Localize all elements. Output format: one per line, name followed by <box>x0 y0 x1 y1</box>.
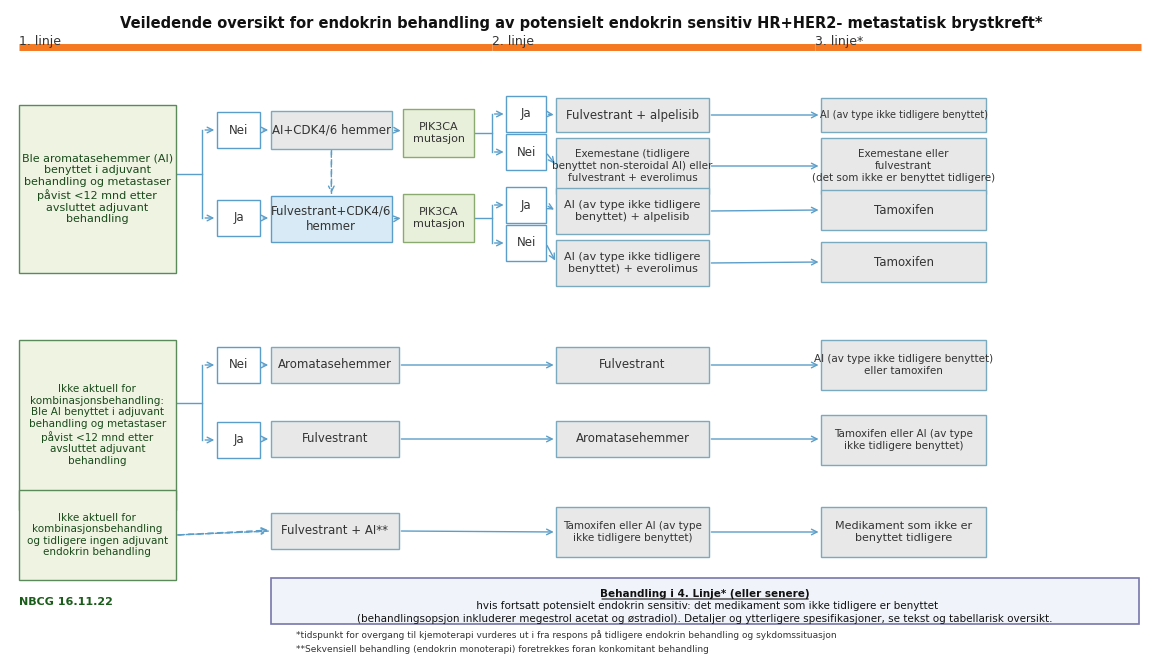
Text: PIK3CA
mutasjon: PIK3CA mutasjon <box>413 207 465 229</box>
FancyBboxPatch shape <box>822 507 987 557</box>
FancyBboxPatch shape <box>217 112 260 148</box>
FancyBboxPatch shape <box>217 347 260 383</box>
FancyBboxPatch shape <box>557 98 709 132</box>
FancyBboxPatch shape <box>271 347 399 383</box>
Text: Tamoxifen eller AI (av type
ikke tidligere benyttet): Tamoxifen eller AI (av type ikke tidlige… <box>564 522 702 543</box>
FancyBboxPatch shape <box>403 194 474 242</box>
Text: AI (av type ikke tidligere benyttet): AI (av type ikke tidligere benyttet) <box>819 110 988 120</box>
FancyBboxPatch shape <box>822 98 987 132</box>
Text: Nei: Nei <box>229 358 249 371</box>
Text: Fulvestrant + alpelisib: Fulvestrant + alpelisib <box>566 108 700 122</box>
Text: Ja: Ja <box>234 212 244 225</box>
Text: Behandling i 4. Linje* (eller senere): Behandling i 4. Linje* (eller senere) <box>601 589 810 599</box>
FancyBboxPatch shape <box>19 490 175 580</box>
Text: Tamoxifen: Tamoxifen <box>874 256 934 268</box>
Text: Fulvestrant+CDK4/6
hemmer: Fulvestrant+CDK4/6 hemmer <box>271 205 392 233</box>
FancyBboxPatch shape <box>822 190 987 230</box>
Text: hvis fortsatt potensielt endokrin sensitiv: det medikament som ikke tidligere er: hvis fortsatt potensielt endokrin sensit… <box>473 601 938 611</box>
FancyBboxPatch shape <box>19 105 175 273</box>
Text: Ja: Ja <box>234 434 244 446</box>
Text: AI (av type ikke tidligere benyttet)
eller tamoxifen: AI (av type ikke tidligere benyttet) ell… <box>815 354 994 376</box>
Text: AI (av type ikke tidligere
benyttet) + everolimus: AI (av type ikke tidligere benyttet) + e… <box>565 253 701 274</box>
Text: Aromatasehemmer: Aromatasehemmer <box>575 432 689 446</box>
FancyBboxPatch shape <box>271 578 1139 624</box>
FancyBboxPatch shape <box>507 134 546 170</box>
Text: Ja: Ja <box>521 108 531 120</box>
Text: AI (av type ikke tidligere
benyttet) + alpelisib: AI (av type ikke tidligere benyttet) + a… <box>565 200 701 222</box>
FancyBboxPatch shape <box>507 187 546 223</box>
Text: Tamoxifen: Tamoxifen <box>874 204 934 217</box>
Text: Ikke aktuell for
kombinasjonsbehandling
og tidligere ingen adjuvant
endokrin beh: Ikke aktuell for kombinasjonsbehandling … <box>27 512 168 557</box>
FancyBboxPatch shape <box>557 138 709 194</box>
Text: 1. linje: 1. linje <box>19 35 60 48</box>
Text: 2. linje: 2. linje <box>492 35 533 48</box>
Text: Tamoxifen eller AI (av type
ikke tidligere benyttet): Tamoxifen eller AI (av type ikke tidlige… <box>834 429 974 451</box>
FancyBboxPatch shape <box>217 200 260 236</box>
FancyBboxPatch shape <box>557 421 709 457</box>
Text: Nei: Nei <box>516 237 536 249</box>
FancyBboxPatch shape <box>557 347 709 383</box>
Text: Veiledende oversikt for endokrin behandling av potensielt endokrin sensitiv HR+H: Veiledende oversikt for endokrin behandl… <box>120 16 1042 31</box>
Text: Fulvestrant: Fulvestrant <box>600 358 666 371</box>
FancyBboxPatch shape <box>557 188 709 234</box>
FancyBboxPatch shape <box>271 196 392 242</box>
FancyBboxPatch shape <box>271 513 399 549</box>
Text: Exemestane eller
fulvestrant
(det som ikke er benyttet tidligere): Exemestane eller fulvestrant (det som ik… <box>812 149 996 182</box>
FancyBboxPatch shape <box>822 242 987 282</box>
FancyBboxPatch shape <box>507 96 546 132</box>
Text: Exemestane (tidligere
benyttet non-steroidal AI) eller
fulvestrant + everolimus: Exemestane (tidligere benyttet non-stero… <box>552 149 712 182</box>
FancyBboxPatch shape <box>271 421 399 457</box>
Text: (behandlingsopsjon inkluderer megestrol acetat og østradiol). Detaljer og ytterl: (behandlingsopsjon inkluderer megestrol … <box>358 614 1053 624</box>
Text: PIK3CA
mutasjon: PIK3CA mutasjon <box>413 122 465 144</box>
Text: **Sekvensiell behandling (endokrin monoterapi) foretrekkes foran konkomitant beh: **Sekvensiell behandling (endokrin monot… <box>295 645 709 654</box>
FancyBboxPatch shape <box>217 422 260 458</box>
Text: NBCG 16.11.22: NBCG 16.11.22 <box>19 597 113 607</box>
Text: Ja: Ja <box>521 198 531 212</box>
FancyBboxPatch shape <box>557 507 709 557</box>
FancyBboxPatch shape <box>403 109 474 157</box>
Text: *tidspunkt for overgang til kjemoterapi vurderes ut i fra respons på tidligere e: *tidspunkt for overgang til kjemoterapi … <box>295 630 837 640</box>
Text: Nei: Nei <box>516 145 536 159</box>
Text: Ikke aktuell for
kombinasjonsbehandling:
Ble AI benyttet i adjuvant
behandling o: Ikke aktuell for kombinasjonsbehandling:… <box>29 384 166 466</box>
FancyBboxPatch shape <box>271 111 392 149</box>
Text: 3. linje*: 3. linje* <box>816 35 863 48</box>
FancyBboxPatch shape <box>822 138 987 194</box>
Text: Nei: Nei <box>229 124 249 137</box>
FancyBboxPatch shape <box>557 240 709 286</box>
FancyBboxPatch shape <box>507 225 546 261</box>
Text: Aromatasehemmer: Aromatasehemmer <box>278 358 392 371</box>
FancyBboxPatch shape <box>822 415 987 465</box>
FancyBboxPatch shape <box>19 340 175 510</box>
Text: Fulvestrant + AI**: Fulvestrant + AI** <box>281 524 388 537</box>
Text: Fulvestrant: Fulvestrant <box>301 432 368 446</box>
FancyBboxPatch shape <box>822 340 987 390</box>
Text: Medikament som ikke er
benyttet tidligere: Medikament som ikke er benyttet tidliger… <box>835 522 973 543</box>
Text: AI+CDK4/6 hemmer: AI+CDK4/6 hemmer <box>272 124 390 137</box>
Text: Ble aromatasehemmer (AI)
benyttet i adjuvant
behandling og metastaser
påvist <12: Ble aromatasehemmer (AI) benyttet i adju… <box>22 154 173 224</box>
